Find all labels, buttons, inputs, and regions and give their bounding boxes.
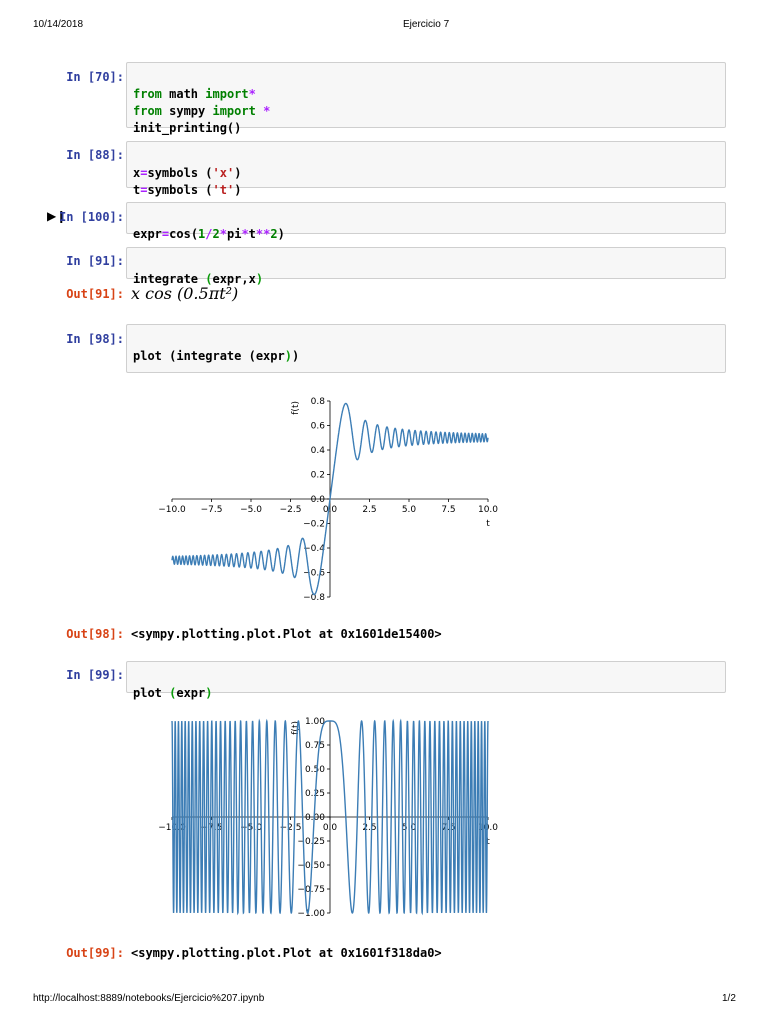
- y-tick-label: −0.25: [297, 837, 325, 847]
- code-line: plot (integrate (expr)): [133, 349, 300, 363]
- input-prompt-88: In [88]:: [66, 148, 124, 162]
- input-prompt-91: In [91]:: [66, 254, 124, 268]
- y-tick-label: 0.75: [305, 741, 325, 751]
- input-prompt-98: In [98]:: [66, 332, 124, 346]
- input-prompt-70: In [70]:: [66, 70, 124, 84]
- x-tick-label: 0.0: [323, 505, 338, 515]
- y-tick-label: 1.00: [305, 717, 325, 727]
- y-tick-label: −0.6: [303, 569, 325, 579]
- x-tick-label: 0.0: [323, 823, 338, 833]
- selected-cell-marker-icon: ▶❙: [47, 209, 67, 223]
- series-line: [171, 718, 489, 916]
- series-line: [171, 402, 489, 596]
- x-axis-label: t: [486, 519, 490, 529]
- y-tick-label: 0.2: [311, 471, 325, 481]
- x-tick-label: −5.0: [240, 505, 262, 515]
- y-tick-label: 0.6: [311, 422, 326, 432]
- output-prompt-99: Out[99]:: [66, 946, 124, 960]
- code-line: x=symbols ('x'): [133, 166, 242, 180]
- y-tick-label: −0.8: [303, 593, 325, 603]
- chart-fresnel-plot: −10.0 −7.5 −5.0 −2.5 0.0 2.5 5.0 7.5 10.0 0.8 0.6 0…: [158, 397, 498, 603]
- x-tick-label: −7.5: [201, 505, 223, 515]
- code-line: init_printing(): [133, 121, 242, 135]
- x-tick-label: 7.5: [441, 823, 455, 833]
- input-prompt-100: In [100]:: [58, 210, 124, 224]
- y-tick-label: −0.4: [303, 544, 325, 554]
- code-cell-88[interactable]: x=symbols ('x') t=symbols ('t'): [126, 141, 726, 197]
- y-tick-label: 0.8: [311, 397, 326, 407]
- footer-url: http://localhost:8889/notebooks/Ejercici…: [33, 993, 265, 1004]
- code-line: from sympy import *: [133, 104, 271, 118]
- chart-cos-plot: −10.0 −7.5 −5.0 −2.5 0.0 2.5 5.0 7.5 10.01.000.7…: [158, 717, 498, 919]
- code-cell-100[interactable]: expr=cos(1/2*pi*t**2): [126, 202, 726, 241]
- y-tick-label: −1.00: [297, 909, 325, 919]
- y-tick-label: 0.50: [305, 765, 325, 775]
- x-tick-label: −2.5: [280, 505, 302, 515]
- y-tick-label: −0.2: [303, 520, 325, 530]
- math-output-91: x cos (0.5πt²): [131, 284, 239, 303]
- code-line: t=symbols ('t'): [133, 183, 242, 197]
- page-title: Ejercicio 7: [403, 19, 450, 30]
- print-date: 10/14/2018: [33, 19, 84, 30]
- x-tick-label: 7.5: [441, 505, 455, 515]
- code-line: from math import*: [133, 87, 256, 101]
- x-tick-label: 10.0: [478, 505, 498, 515]
- code-cell-70[interactable]: from math import* from sympy import * init…: [126, 62, 726, 135]
- x-axis-label: t: [486, 837, 490, 847]
- x-tick-label: 2.5: [362, 505, 376, 515]
- x-tick-label: −10.0: [158, 823, 186, 833]
- x-tick-label: −10.0: [158, 505, 186, 515]
- y-tick-label: −0.75: [297, 885, 325, 895]
- output-prompt-98: Out[98]:: [66, 627, 124, 641]
- x-tick-label: 10.0: [478, 823, 498, 833]
- output-prompt-91: Out[91]:: [66, 287, 124, 301]
- x-tick-label: −2.5: [280, 823, 302, 833]
- y-axis-label: f(t): [291, 401, 301, 415]
- code-cell-98[interactable]: plot (integrate (expr)): [126, 324, 726, 373]
- x-tick-label: 5.0: [402, 505, 417, 515]
- input-prompt-99: In [99]:: [66, 668, 124, 682]
- code-line: integrate (expr,x): [133, 272, 264, 286]
- y-axis-label: f(t): [291, 721, 301, 735]
- code-cell-99[interactable]: plot (expr): [126, 661, 726, 700]
- code-line: expr=cos(1/2*pi*t**2): [133, 227, 285, 241]
- footer-page-number: 1/2: [722, 993, 736, 1004]
- y-tick-label: 0.4: [311, 446, 326, 456]
- x-tick-label: 2.5: [362, 823, 376, 833]
- output-text-98: <sympy.plotting.plot.Plot at 0x1601de154…: [131, 627, 442, 641]
- y-tick-label: 0.0: [311, 495, 326, 505]
- code-line: plot (expr): [133, 686, 213, 700]
- code-cell-91[interactable]: integrate (expr,x): [126, 247, 726, 286]
- output-text-99: <sympy.plotting.plot.Plot at 0x1601f318d…: [131, 946, 442, 960]
- x-tick-label: −7.5: [201, 823, 223, 833]
- y-tick-label: 0.00: [305, 813, 325, 823]
